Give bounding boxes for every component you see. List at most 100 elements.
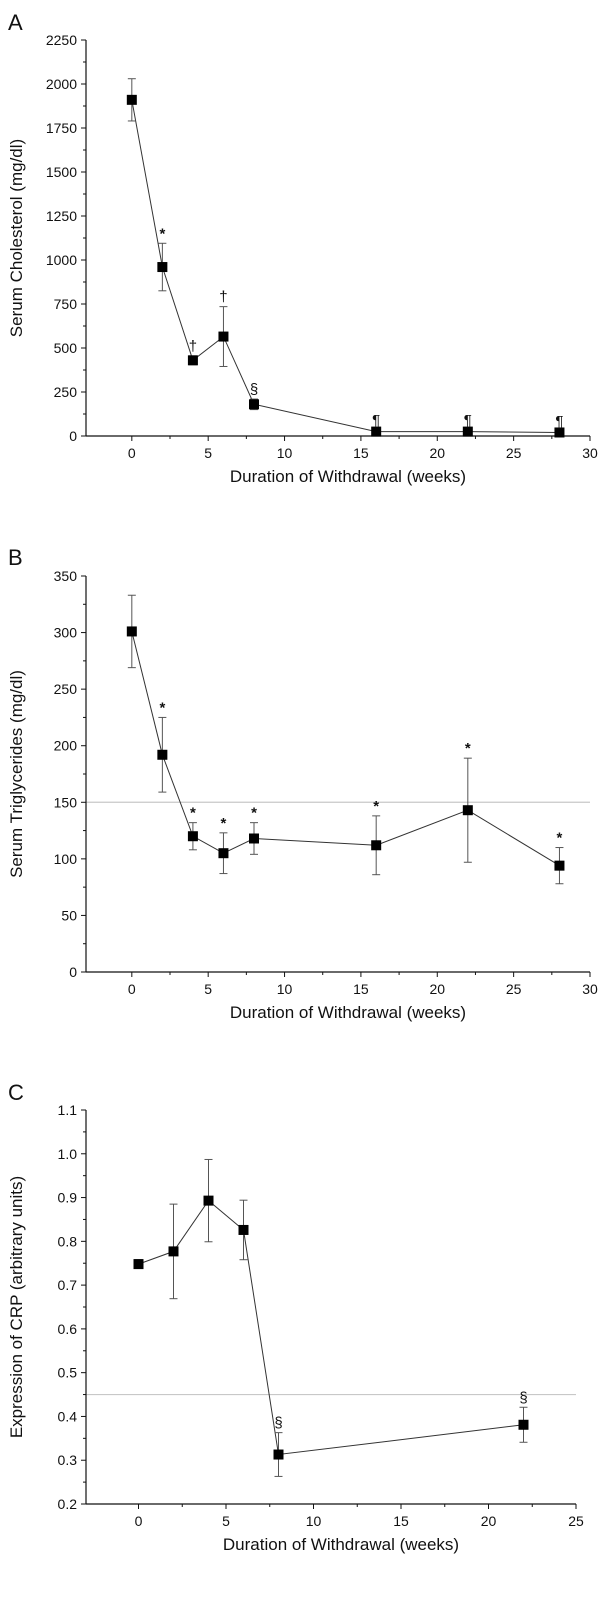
x-tick-label: 15: [353, 981, 369, 997]
data-point: [157, 262, 168, 273]
significance-mark: †: [189, 338, 197, 355]
chart-panel-a: A 0 250 500 750 1000 1250 1500 1750 2000 2250 0 5 10 1…: [7, 10, 598, 486]
data-point: [249, 399, 259, 410]
significance-mark: *: [557, 830, 563, 847]
y-tick-label: 0.8: [58, 1233, 78, 1249]
data-point: [218, 848, 229, 859]
y-tick-label: 1000: [46, 252, 77, 268]
x-axis-label: Duration of Withdrawal (weeks): [230, 467, 466, 486]
data-point: [462, 805, 473, 816]
y-tick-label: 300: [54, 625, 78, 641]
y-tick-label: 150: [54, 794, 78, 810]
panel-label: B: [8, 545, 23, 570]
x-tick-label: 25: [568, 1513, 584, 1529]
x-tick-label: 20: [429, 981, 445, 997]
x-tick-label: 25: [506, 981, 522, 997]
significance-mark: *: [373, 798, 379, 815]
x-tick-label: 0: [135, 1513, 143, 1529]
data-point: [518, 1419, 529, 1430]
data-point: [187, 831, 198, 842]
panel-label: C: [8, 1080, 24, 1105]
significance-mark: ¶: [555, 413, 563, 430]
y-tick-label: 1.1: [58, 1102, 78, 1118]
x-tick-label: 15: [393, 1513, 409, 1529]
significance-mark: ¶: [464, 412, 472, 429]
data-point: [157, 749, 168, 760]
chart-panel-b: B 0 50 100 150 200 250 300 350 0 5 10 15 20 25 30 Durati…: [7, 545, 598, 1022]
significance-mark: §: [250, 381, 258, 398]
y-tick-label: 50: [61, 907, 77, 923]
series-line: [138, 1199, 524, 1456]
y-tick-label: 0.5: [58, 1365, 78, 1381]
y-tick-label: 2000: [46, 76, 77, 92]
data-point: [554, 427, 565, 438]
data-point: [126, 94, 137, 105]
data-point: [238, 1224, 249, 1235]
significance-mark: *: [159, 699, 165, 716]
x-tick-label: 10: [306, 1513, 322, 1529]
x-tick-label: 25: [506, 445, 522, 461]
data-point: [187, 355, 198, 366]
x-axis-label: Duration of Withdrawal (weeks): [223, 1535, 459, 1554]
x-tick-label: 20: [481, 1513, 497, 1529]
x-tick-label: 20: [429, 445, 445, 461]
x-axis-label: Duration of Withdrawal (weeks): [230, 1003, 466, 1022]
significance-mark: *: [465, 740, 471, 757]
y-tick-label: 0.9: [58, 1190, 78, 1206]
significance-mark: §: [519, 1389, 527, 1406]
y-tick-label: 1250: [46, 208, 77, 224]
significance-mark: *: [251, 805, 257, 822]
y-tick-label: 0: [69, 428, 77, 444]
y-axis-label: Serum Cholesterol (mg/dl): [7, 139, 26, 337]
y-tick-label: 250: [54, 681, 78, 697]
data-point: [218, 331, 229, 342]
y-tick-label: 0.4: [58, 1408, 78, 1424]
data-point: [126, 626, 137, 637]
y-tick-label: 0: [69, 964, 77, 980]
x-tick-label: 10: [277, 445, 293, 461]
x-tick-label: 15: [353, 445, 369, 461]
significance-mark: *: [221, 815, 227, 832]
significance-mark: §: [274, 1415, 282, 1432]
significance-mark: *: [159, 225, 165, 242]
y-tick-label: 2250: [46, 32, 77, 48]
data-point: [371, 426, 382, 437]
significance-mark: †: [219, 289, 227, 306]
chart-panel-c: C 0.2 0.3 0.4 0.5 0.6 0.7 0.8 0.9 1.0 1.1 0 5 10 15 20 2…: [7, 1080, 584, 1554]
data-point: [462, 426, 473, 437]
significance-mark: ¶: [372, 412, 380, 429]
x-tick-label: 5: [204, 445, 212, 461]
y-tick-label: 200: [54, 738, 78, 754]
x-tick-label: 30: [582, 981, 598, 997]
x-tick-label: 30: [582, 445, 598, 461]
data-point: [203, 1195, 214, 1206]
x-tick-label: 0: [128, 981, 136, 997]
y-tick-label: 350: [54, 568, 78, 584]
x-tick-label: 10: [277, 981, 293, 997]
y-tick-label: 0.2: [58, 1496, 78, 1512]
x-tick-label: 0: [128, 445, 136, 461]
y-tick-label: 1.0: [58, 1146, 78, 1162]
y-tick-label: 0.6: [58, 1321, 78, 1337]
panel-label: A: [8, 10, 23, 35]
y-tick-label: 100: [54, 851, 78, 867]
y-tick-label: 0.3: [58, 1452, 78, 1468]
data-point: [554, 860, 565, 871]
x-tick-label: 5: [204, 981, 212, 997]
significance-mark: *: [190, 805, 196, 822]
y-axis-label: Expression of CRP (arbitrary units): [7, 1176, 26, 1438]
data-point: [133, 1259, 144, 1270]
series-line: [131, 99, 560, 433]
y-tick-label: 0.7: [58, 1277, 78, 1293]
x-tick-label: 5: [222, 1513, 230, 1529]
y-tick-label: 250: [54, 384, 78, 400]
y-tick-label: 500: [54, 340, 78, 356]
y-tick-label: 1500: [46, 164, 77, 180]
data-point: [249, 833, 259, 844]
y-tick-label: 750: [54, 296, 78, 312]
y-axis-label: Serum Triglycerides (mg/dl): [7, 670, 26, 878]
y-tick-label: 1750: [46, 120, 77, 136]
data-point: [168, 1246, 179, 1257]
data-point: [273, 1449, 284, 1460]
